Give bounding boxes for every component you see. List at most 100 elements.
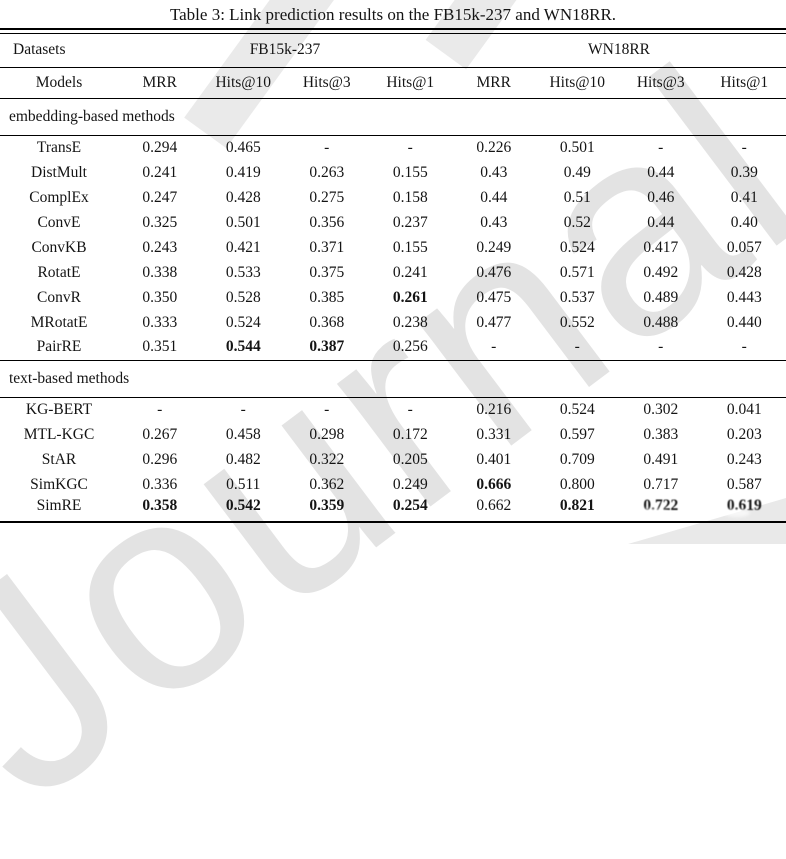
metric-value-cell: 0.482 <box>202 447 286 472</box>
metric-value-cell: 0.524 <box>536 235 620 260</box>
metric-value-cell: 0.476 <box>452 260 536 285</box>
model-name-cell: StAR <box>0 447 118 472</box>
metric-value-cell: 0.383 <box>619 422 703 447</box>
metric-value-cell: 0.43 <box>452 160 536 185</box>
metric-value-cell: 0.458 <box>202 422 286 447</box>
datasets-group-row: Datasets FB15k-237 WN18RR <box>0 34 786 67</box>
metric-value-cell: 0.243 <box>118 235 202 260</box>
metric-value-cell: 0.419 <box>202 160 286 185</box>
metric-value-cell: - <box>285 397 369 422</box>
metric-value-cell: - <box>703 335 786 360</box>
metric-value-cell: 0.528 <box>202 285 286 310</box>
metric-value-cell: 0.43 <box>452 210 536 235</box>
metric-value-cell: 0.351 <box>118 335 202 360</box>
model-name-cell: DistMult <box>0 160 118 185</box>
section-label: text-based methods <box>0 360 786 397</box>
metric-value-cell: 0.302 <box>619 397 703 422</box>
link-prediction-results-table: Datasets FB15k-237 WN18RR Models MRR Hit… <box>0 34 786 523</box>
model-name-cell: PairRE <box>0 335 118 360</box>
metric-value-cell: 0.275 <box>285 185 369 210</box>
metric-value-cell: 0.294 <box>118 135 202 160</box>
fb15k-237-group-header: FB15k-237 <box>118 34 452 67</box>
metric-value-cell: 0.544 <box>202 335 286 360</box>
column-header-mrr-wn: MRR <box>452 67 536 98</box>
metric-value-cell: 0.358 <box>118 497 202 522</box>
metric-value-cell: - <box>118 397 202 422</box>
metric-value-cell: 0.489 <box>619 285 703 310</box>
column-header-mrr-fb: MRR <box>118 67 202 98</box>
metric-value-cell: 0.417 <box>619 235 703 260</box>
metric-value-cell: 0.158 <box>369 185 453 210</box>
metric-value-cell: 0.39 <box>703 160 786 185</box>
model-name-cell: SimRE <box>0 497 118 522</box>
column-header-hits1-fb: Hits@1 <box>369 67 453 98</box>
metric-value-cell: 0.325 <box>118 210 202 235</box>
metric-value-cell: 0.492 <box>619 260 703 285</box>
metric-value-cell: 0.49 <box>536 160 620 185</box>
metric-value-cell: 0.241 <box>118 160 202 185</box>
metric-value-cell: 0.524 <box>202 310 286 335</box>
metric-value-cell: - <box>619 335 703 360</box>
metric-value-cell: 0.247 <box>118 185 202 210</box>
wn18rr-group-header: WN18RR <box>452 34 786 67</box>
metric-value-cell: 0.440 <box>703 310 786 335</box>
metric-value-cell: - <box>619 135 703 160</box>
metric-value-cell: 0.041 <box>703 397 786 422</box>
metric-value-cell: 0.717 <box>619 472 703 497</box>
model-name-cell: TransE <box>0 135 118 160</box>
model-name-cell: SimKGC <box>0 472 118 497</box>
metric-value-cell: 0.501 <box>202 210 286 235</box>
metric-value-cell: 0.488 <box>619 310 703 335</box>
metric-value-cell: 0.356 <box>285 210 369 235</box>
metric-value-cell: 0.511 <box>202 472 286 497</box>
metric-value-cell: 0.52 <box>536 210 620 235</box>
metric-value-cell: 0.44 <box>452 185 536 210</box>
metric-value-cell: 0.267 <box>118 422 202 447</box>
metric-value-cell: 0.172 <box>369 422 453 447</box>
metric-value-cell: 0.587 <box>703 472 786 497</box>
metric-value-cell: 0.237 <box>369 210 453 235</box>
metric-header-row: Models MRR Hits@10 Hits@3 Hits@1 MRR Hit… <box>0 67 786 98</box>
metric-value-cell: 0.243 <box>703 447 786 472</box>
metric-value-cell: 0.249 <box>369 472 453 497</box>
metric-value-cell: 0.261 <box>369 285 453 310</box>
column-header-hits1-wn: Hits@1 <box>703 67 786 98</box>
metric-value-cell: 0.709 <box>536 447 620 472</box>
metric-value-cell: 0.298 <box>285 422 369 447</box>
metric-value-cell: 0.524 <box>536 397 620 422</box>
metric-value-cell: 0.155 <box>369 235 453 260</box>
metric-value-cell: 0.155 <box>369 160 453 185</box>
metric-value-cell: 0.249 <box>452 235 536 260</box>
metric-value-cell: 0.401 <box>452 447 536 472</box>
table-caption: Table 3: Link prediction results on the … <box>0 0 786 25</box>
model-name-cell: ComplEx <box>0 185 118 210</box>
metric-value-cell: 0.46 <box>619 185 703 210</box>
metric-value-cell: 0.226 <box>452 135 536 160</box>
metric-value-cell: 0.666 <box>452 472 536 497</box>
metric-value-cell: 0.533 <box>202 260 286 285</box>
metric-value-cell: 0.336 <box>118 472 202 497</box>
metric-value-cell: 0.552 <box>536 310 620 335</box>
metric-value-cell: 0.491 <box>619 447 703 472</box>
model-name-cell: ConvKB <box>0 235 118 260</box>
column-header-hits3-wn: Hits@3 <box>619 67 703 98</box>
metric-value-cell: 0.241 <box>369 260 453 285</box>
metric-value-cell: 0.428 <box>202 185 286 210</box>
metric-value-cell: 0.375 <box>285 260 369 285</box>
metric-value-cell: 0.205 <box>369 447 453 472</box>
metric-value-cell: 0.800 <box>536 472 620 497</box>
metric-value-cell: 0.421 <box>202 235 286 260</box>
metric-value-cell: 0.40 <box>703 210 786 235</box>
metric-value-cell: 0.359 <box>285 497 369 522</box>
metric-value-cell: 0.597 <box>536 422 620 447</box>
metric-value-cell: - <box>452 335 536 360</box>
metric-value-cell: 0.465 <box>202 135 286 160</box>
